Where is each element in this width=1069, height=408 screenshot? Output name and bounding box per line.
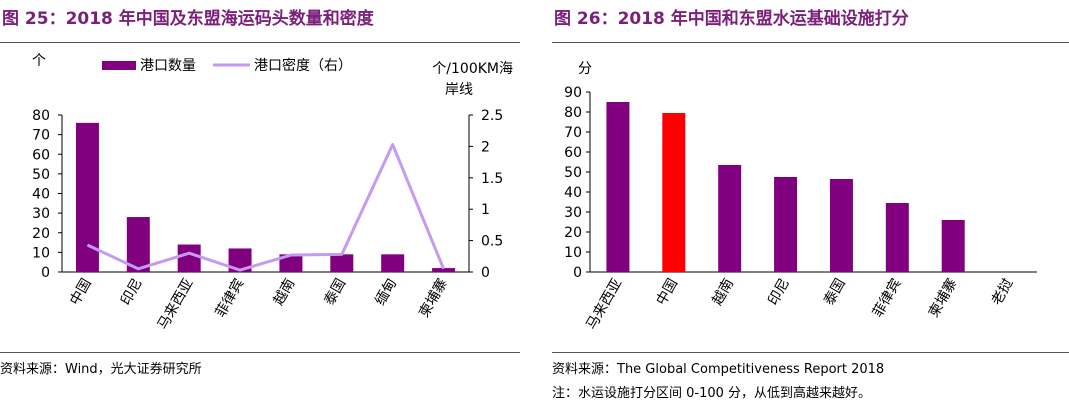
y-tick-label: 30 xyxy=(564,205,582,221)
x-tick-label: 马来西亚 xyxy=(584,276,626,332)
bar xyxy=(718,165,742,272)
bar xyxy=(75,122,99,272)
density-line xyxy=(86,143,445,272)
chart-title: 图 25：2018 年中国及东盟海运码头数量和密度 xyxy=(2,9,374,29)
x-tick-label: 中国 xyxy=(653,276,681,308)
y-unit: 分 xyxy=(578,61,592,77)
x-tick-label: 印尼 xyxy=(765,276,793,308)
source-text: 资料来源：Wind，光大证券研究所 xyxy=(0,362,202,377)
ports-chart: 0 10 20 30 40 50 60 70 80 0 0.5 1 1.5 2 2.5 个个/100KM海岸线… xyxy=(32,53,513,332)
y-left-tick-label: 70 xyxy=(32,128,50,144)
bar xyxy=(228,248,252,272)
y-left-tick-label: 20 xyxy=(32,226,50,242)
y-right-tick-label: 2.5 xyxy=(481,108,503,124)
legend-label: 港口密度（右） xyxy=(254,57,352,74)
legend-bar-swatch xyxy=(102,61,136,70)
x-tick-label: 马来西亚 xyxy=(155,276,197,332)
chart-panel-scores: 图 26：2018 年中国和东盟水运基础设施打分 分 0 10 20 30 40 50 60 7… xyxy=(552,0,1069,408)
bar xyxy=(381,254,405,272)
y-tick-label: 0 xyxy=(573,265,582,281)
x-tick-label: 印尼 xyxy=(118,276,146,308)
y-tick-label: 90 xyxy=(564,85,582,101)
source-text: 资料来源：The Global Competitiveness Report 2… xyxy=(552,362,885,377)
y-right-tick-label: 1 xyxy=(481,202,490,218)
y-left-tick-label: 0 xyxy=(41,265,50,281)
bar xyxy=(662,113,686,272)
y-tick-label: 70 xyxy=(564,125,582,141)
bar xyxy=(177,244,201,272)
x-tick-label: 缅甸 xyxy=(372,276,400,308)
y-right-tick-label: 0 xyxy=(481,265,490,281)
title-rule xyxy=(552,42,1069,43)
bar xyxy=(279,254,303,272)
source-rule xyxy=(0,352,520,353)
x-tick-label: 泰国 xyxy=(821,276,849,308)
y-tick-label: 80 xyxy=(564,105,582,121)
x-tick-label: 越南 xyxy=(271,276,299,308)
chart-title: 图 26：2018 年中国和东盟水运基础设施打分 xyxy=(554,9,909,29)
bar xyxy=(885,203,909,272)
bar xyxy=(432,268,456,272)
y-right-tick-label: 1.5 xyxy=(481,171,503,187)
y-right-unit: 岸线 xyxy=(445,82,473,98)
bar xyxy=(330,254,354,272)
x-tick-label: 菲律宾 xyxy=(870,276,905,320)
bar xyxy=(941,220,965,272)
y-right-tick-label: 0.5 xyxy=(481,234,503,250)
x-tick-label: 越南 xyxy=(709,276,737,308)
x-tick-label: 菲律宾 xyxy=(213,276,248,320)
y-right-unit: 个/100KM海 xyxy=(432,61,513,77)
x-tick-label: 老挝 xyxy=(989,276,1017,308)
y-tick-label: 10 xyxy=(564,245,582,261)
y-left-tick-label: 80 xyxy=(32,108,50,124)
bar xyxy=(829,179,853,272)
y-left-tick-label: 30 xyxy=(32,206,50,222)
x-tick-label: 泰国 xyxy=(321,276,349,308)
y-tick-label: 50 xyxy=(564,165,582,181)
bar xyxy=(126,217,150,272)
y-tick-label: 20 xyxy=(564,225,582,241)
x-tick-label: 柬埔寨 xyxy=(925,276,961,321)
y-left-tick-label: 10 xyxy=(32,245,50,261)
y-left-tick-label: 50 xyxy=(32,167,50,183)
y-tick-label: 60 xyxy=(564,145,582,161)
x-tick-label: 柬埔寨 xyxy=(415,276,451,321)
scores-chart: 分 0 10 20 30 40 50 60 70 80 90 马来西亚 中国 越南 印尼 泰国 菲律宾 柬埔寨 老挝 xyxy=(564,61,1037,332)
y-left-tick-label: 40 xyxy=(32,187,50,203)
y-left-tick-label: 60 xyxy=(32,147,50,163)
y-tick-label: 40 xyxy=(564,185,582,201)
note-text: 注：水运设施打分区间 0-100 分，从低到高越来越好。 xyxy=(552,386,872,401)
bar xyxy=(606,102,630,272)
y-right-tick-label: 2 xyxy=(481,139,490,155)
bar xyxy=(774,177,798,272)
legend-label: 港口数量 xyxy=(140,58,196,74)
chart-panel-ports: 图 25：2018 年中国及东盟海运码头数量和密度 0 10 20 30 40 50 60 7… xyxy=(0,0,520,408)
y-left-unit: 个 xyxy=(32,53,46,69)
title-rule xyxy=(0,42,520,43)
x-tick-label: 中国 xyxy=(67,276,95,308)
source-rule xyxy=(552,352,1069,353)
